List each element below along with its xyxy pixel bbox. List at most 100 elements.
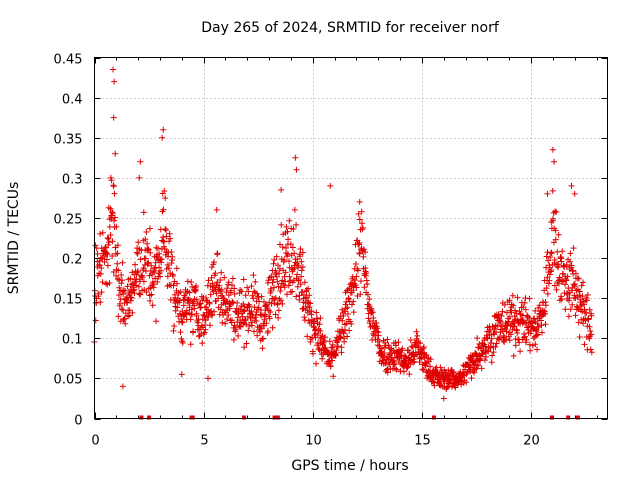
data-point	[218, 286, 225, 293]
data-point	[109, 210, 116, 217]
data-point	[274, 300, 281, 307]
data-point	[165, 265, 172, 272]
data-point	[534, 346, 541, 353]
data-point	[521, 299, 528, 306]
data-point	[132, 278, 139, 285]
data-point	[240, 308, 247, 315]
data-point	[478, 365, 485, 372]
y-tick-label: 0.45	[54, 53, 83, 68]
data-point	[520, 318, 527, 325]
data-point	[299, 263, 306, 270]
data-point	[114, 242, 121, 249]
data-point	[205, 277, 212, 284]
data-point	[201, 329, 208, 336]
data-point	[118, 280, 125, 287]
data-point	[237, 287, 244, 294]
data-point	[344, 304, 351, 311]
data-point	[568, 262, 575, 269]
data-point	[208, 274, 215, 281]
data-point	[113, 223, 120, 230]
data-point	[569, 301, 576, 308]
data-point	[202, 326, 209, 333]
data-point	[309, 350, 316, 357]
data-point	[97, 299, 104, 306]
data-point	[218, 269, 225, 276]
data-point	[539, 329, 546, 336]
data-point	[548, 250, 555, 257]
data-point	[497, 318, 504, 325]
data-point	[122, 287, 129, 294]
data-point	[118, 272, 125, 279]
data-point	[98, 265, 105, 272]
data-point	[119, 259, 126, 266]
data-point	[260, 335, 267, 342]
data-point	[229, 282, 236, 289]
data-point	[99, 279, 106, 286]
data-point	[512, 342, 519, 349]
data-point	[163, 233, 170, 240]
data-point	[299, 249, 306, 256]
data-point	[180, 302, 187, 309]
data-point	[306, 304, 313, 311]
data-point	[157, 267, 164, 274]
data-point	[360, 246, 367, 253]
data-point	[116, 284, 123, 291]
data-point	[338, 344, 345, 351]
chart-title: Day 265 of 2024, SRMTID for receiver nor…	[201, 20, 500, 36]
data-point	[243, 340, 250, 347]
data-point	[385, 342, 392, 349]
data-point	[586, 323, 593, 330]
data-point	[365, 301, 372, 308]
data-point	[572, 270, 579, 277]
data-point	[242, 292, 249, 299]
data-point	[274, 262, 281, 269]
data-point	[526, 341, 533, 348]
data-point	[102, 245, 109, 252]
data-point	[277, 297, 284, 304]
data-point	[532, 341, 539, 348]
data-point	[279, 277, 286, 284]
data-point	[468, 375, 475, 382]
data-point	[126, 307, 133, 314]
data-point	[171, 323, 178, 329]
data-point	[298, 258, 305, 265]
y-tick-label: 0.3	[62, 173, 83, 188]
data-point	[464, 369, 471, 376]
data-point	[290, 226, 297, 233]
data-point	[533, 332, 540, 339]
data-point	[346, 327, 353, 334]
data-point	[568, 182, 575, 189]
data-point	[135, 239, 142, 246]
plot-frame	[94, 57, 608, 419]
data-point	[208, 264, 215, 271]
data-point	[120, 307, 127, 314]
data-point	[535, 323, 542, 330]
data-point	[92, 242, 99, 249]
data-point	[111, 217, 118, 224]
data-point	[278, 186, 285, 193]
data-point	[240, 320, 247, 327]
data-point	[187, 297, 194, 304]
data-point	[170, 282, 177, 289]
data-point	[205, 375, 212, 382]
data-point	[279, 300, 286, 307]
data-point	[238, 288, 245, 295]
data-point	[284, 291, 291, 298]
data-point	[225, 312, 232, 319]
data-point	[193, 283, 200, 290]
zero-point	[549, 415, 554, 420]
y-tick-label: 0.2	[62, 253, 83, 268]
x-tick-label: 10	[305, 434, 322, 449]
data-point	[111, 190, 118, 197]
data-point	[145, 246, 152, 253]
data-point	[119, 277, 126, 284]
zero-point	[242, 415, 247, 420]
data-point	[269, 324, 276, 331]
data-point	[208, 312, 215, 319]
data-point	[268, 287, 275, 294]
data-point	[231, 290, 238, 297]
data-point	[178, 371, 185, 378]
data-point	[231, 322, 238, 329]
y-tick-label: 0	[74, 414, 82, 429]
data-point	[326, 358, 333, 365]
